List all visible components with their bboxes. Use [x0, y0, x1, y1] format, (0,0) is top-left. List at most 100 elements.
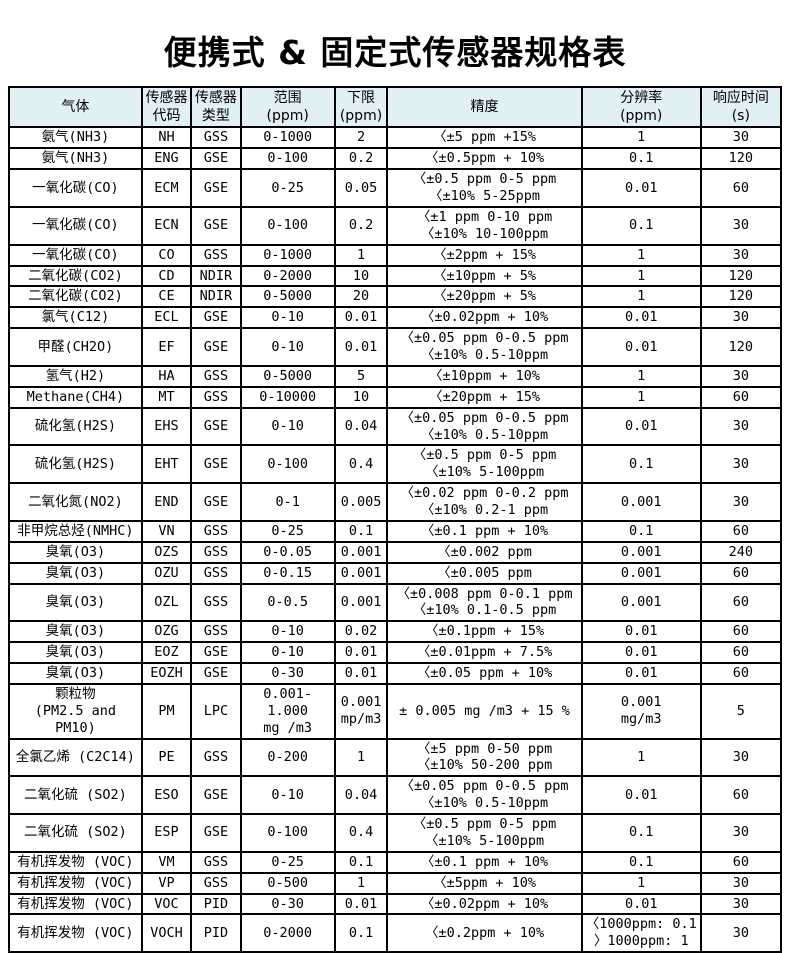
cell-range: 0-30: [239, 892, 336, 916]
cell-code: EOZH: [140, 662, 193, 685]
cell-gas: 有机挥发物 (VOC): [8, 913, 143, 953]
cell-gas: 硫化氢(H2S): [8, 406, 143, 447]
cell-type: GSS: [190, 519, 242, 543]
cell-gas: 有机挥发物 (VOC): [8, 892, 143, 916]
cell-limit: 0.1: [333, 850, 389, 874]
cell-response: 30: [699, 892, 783, 916]
cell-resolution: 0.01: [580, 892, 702, 916]
cell-resolution: 0.01: [580, 306, 702, 330]
cell-range: 0-100: [239, 813, 336, 853]
cell-limit: 0.05: [333, 168, 389, 208]
cell-response: 60: [699, 385, 783, 409]
cell-gas: 一氧化碳(CO): [8, 168, 143, 208]
cell-resolution: 1: [580, 385, 702, 409]
cell-limit: 0.2: [333, 205, 389, 246]
cell-type: GSS: [190, 620, 242, 644]
cell-limit: 0.001: [333, 582, 389, 623]
cell-resolution: 0.01: [580, 406, 702, 447]
cell-type: GSE: [190, 662, 242, 685]
cell-accuracy: 〈±0.5 ppm 0-5 ppm 〈±10% 5-25ppm: [386, 168, 583, 208]
cell-gas: 颗粒物 (PM2.5 and PM10): [8, 682, 143, 740]
cell-limit: 0.005: [333, 482, 389, 522]
cell-type: GSE: [190, 482, 242, 522]
cell-limit: 0.01: [333, 306, 389, 330]
cell-range: 0-10: [239, 775, 336, 815]
cell-type: GSE: [190, 168, 242, 208]
cell-accuracy: 〈±10ppm + 5%: [386, 264, 583, 288]
table-row: 氢气(H2) HA GSS 0-5000 5 〈±10ppm + 10% 1 30: [8, 364, 783, 388]
cell-gas: 臭氧(O3): [8, 582, 143, 623]
cell-accuracy: 〈±20ppm + 5%: [386, 285, 583, 309]
cell-limit: 0.1: [333, 519, 389, 543]
table-row: 甲醛(CH2O) EF GSE 0-10 0.01 〈±0.05 ppm 0-0.5 pp…: [8, 327, 783, 367]
cell-resolution: 0.01: [580, 641, 702, 664]
cell-resolution: 0.001: [580, 582, 702, 623]
table-row: 氨气(NH3) ENG GSE 0-100 0.2 〈±0.5ppm + 10% 0.1 12…: [8, 147, 783, 171]
cell-response: 60: [699, 850, 783, 874]
cell-gas: 臭氧(O3): [8, 641, 143, 664]
cell-code: OZL: [140, 582, 193, 623]
cell-response: 60: [699, 620, 783, 644]
cell-limit: 0.1: [333, 913, 389, 953]
cell-type: GSS: [190, 582, 242, 623]
cell-code: END: [140, 482, 193, 522]
cell-accuracy: 〈±0.5 ppm 0-5 ppm 〈±10% 5-100ppm: [386, 813, 583, 853]
cell-limit: 0.04: [333, 775, 389, 815]
cell-gas: Methane(CH4): [8, 385, 143, 409]
cell-type: PID: [190, 913, 242, 953]
cell-range: 0-100: [239, 147, 336, 171]
cell-type: GSE: [190, 813, 242, 853]
cell-limit: 20: [333, 285, 389, 309]
cell-resolution: 1: [580, 285, 702, 309]
cell-gas: 一氧化碳(CO): [8, 243, 143, 267]
cell-gas: 二氧化硫 (SO2): [8, 813, 143, 853]
cell-limit: 0.01: [333, 641, 389, 664]
cell-type: GSE: [190, 406, 242, 447]
cell-type: NDIR: [190, 285, 242, 309]
cell-response: 60: [699, 519, 783, 543]
cell-response: 60: [699, 168, 783, 208]
cell-response: 30: [699, 406, 783, 447]
cell-accuracy: 〈±0.05 ppm 0-0.5 ppm 〈±10% 0.5-10ppm: [386, 406, 583, 447]
cell-range: 0-2000: [239, 913, 336, 953]
cell-type: GSS: [190, 850, 242, 874]
col-header-response: 响应时间 (s): [699, 85, 783, 129]
cell-range: 0.001-1.000 mg /m3: [239, 682, 336, 740]
cell-accuracy: 〈±0.01ppm + 7.5%: [386, 641, 583, 664]
table-row: 二氧化氮(NO2) END GSE 0-1 0.005 〈±0.02 ppm 0-0.2 …: [8, 482, 783, 522]
cell-type: GSE: [190, 641, 242, 664]
cell-range: 0-100: [239, 205, 336, 246]
cell-response: 30: [699, 913, 783, 953]
table-row: 臭氧(O3) EOZH GSE 0-30 0.01 〈±0.05 ppm + 10% 0.0…: [8, 662, 783, 685]
cell-gas: 一氧化碳(CO): [8, 205, 143, 246]
cell-limit: 0.01: [333, 327, 389, 367]
cell-range: 0-200: [239, 737, 336, 778]
cell-range: 0-1: [239, 482, 336, 522]
cell-limit: 0.4: [333, 444, 389, 485]
cell-accuracy: 〈±0.02 ppm 0-0.2 ppm 〈±10% 0.2-1 ppm: [386, 482, 583, 522]
cell-type: GSS: [190, 385, 242, 409]
table-row: 臭氧(O3) OZG GSS 0-10 0.02 〈±0.1ppm + 15% 0.01 60: [8, 620, 783, 644]
cell-code: HA: [140, 364, 193, 388]
page-title: 便携式 & 固定式传感器规格表: [163, 33, 627, 72]
table-row: 一氧化碳(CO) CO GSS 0-1000 1 〈±2ppm + 15% 1 30: [8, 243, 783, 267]
col-header-type: 传感器 类型: [190, 85, 242, 129]
cell-type: GSS: [190, 737, 242, 778]
sensor-spec-table: 气体 传感器 代码 传感器 类型 范围 (ppm) 下限 (ppm) 精度 分辨率 (ppm…: [8, 85, 783, 953]
cell-range: 0-10: [239, 641, 336, 664]
cell-accuracy: 〈±20ppm + 15%: [386, 385, 583, 409]
cell-range: 0-10000: [239, 385, 336, 409]
cell-gas: 氨气(NH3): [8, 126, 143, 150]
cell-response: 60: [699, 662, 783, 685]
cell-accuracy: 〈±0.5 ppm 0-5 ppm 〈±10% 5-100ppm: [386, 444, 583, 485]
col-header-range: 范围 (ppm): [239, 85, 336, 129]
cell-response: 120: [699, 147, 783, 171]
cell-response: 60: [699, 582, 783, 623]
cell-response: 60: [699, 641, 783, 664]
cell-code: ECN: [140, 205, 193, 246]
cell-limit: 10: [333, 264, 389, 288]
cell-limit: 10: [333, 385, 389, 409]
cell-gas: 有机挥发物 (VOC): [8, 850, 143, 874]
cell-limit: 2: [333, 126, 389, 150]
